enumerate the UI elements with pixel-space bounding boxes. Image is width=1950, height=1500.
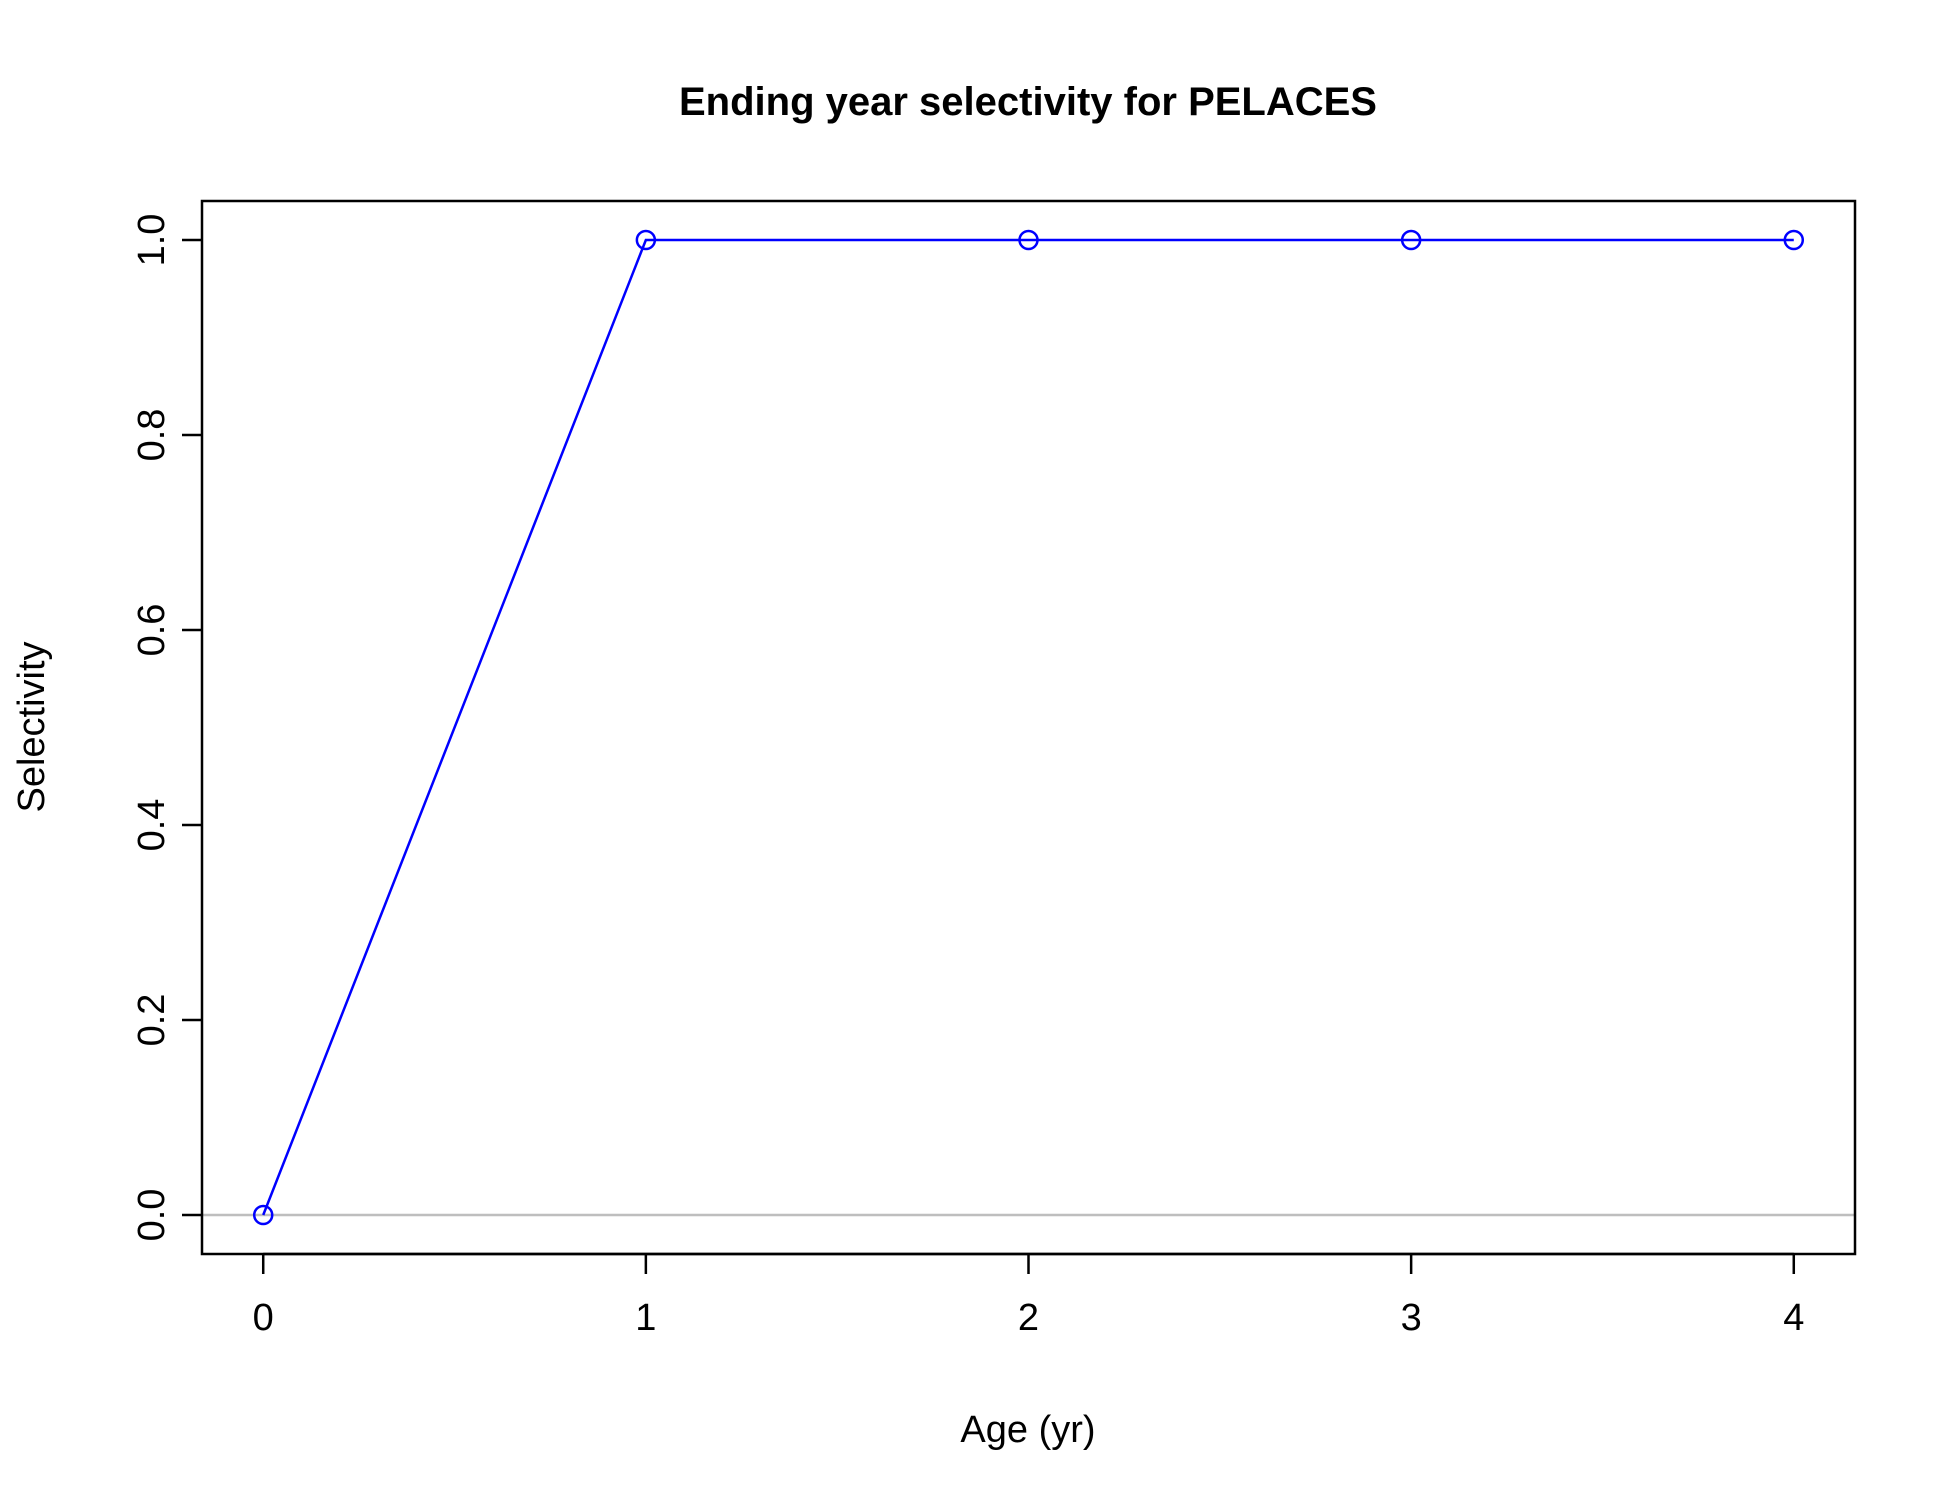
- plot-frame: [200, 199, 1857, 1256]
- series-layer: [252, 229, 1805, 1226]
- y-tick-label: 0.2: [131, 994, 173, 1047]
- x-tick-label: 1: [635, 1297, 656, 1339]
- x-tick-label: 4: [1783, 1297, 1804, 1339]
- y-axis-label: Selectivity: [11, 641, 53, 812]
- y-tick-label: 0.4: [131, 799, 173, 852]
- axes-layer: 0 1 2 3 4 0.0 0.2 0.4 0.6 0.8 1.0: [131, 199, 1857, 1339]
- chart-title: Ending year selectivity for PELACES: [679, 80, 1377, 124]
- x-tick-label: 3: [1401, 1297, 1422, 1339]
- x-axis-label: Age (yr): [960, 1409, 1095, 1451]
- data-point: [1400, 229, 1422, 251]
- y-tick-label: 0.6: [131, 604, 173, 657]
- x-tick-label: 0: [253, 1297, 274, 1339]
- y-tick-label: 0.8: [131, 409, 173, 462]
- x-tick-label: 2: [1018, 1297, 1039, 1339]
- series-line: [262, 238, 1794, 1216]
- y-tick-label: 0.0: [131, 1189, 173, 1242]
- y-tick-label: 1.0: [131, 214, 173, 267]
- data-point: [1018, 229, 1039, 251]
- data-point: [635, 229, 657, 251]
- data-point: [1783, 229, 1805, 251]
- data-point: [252, 1204, 274, 1226]
